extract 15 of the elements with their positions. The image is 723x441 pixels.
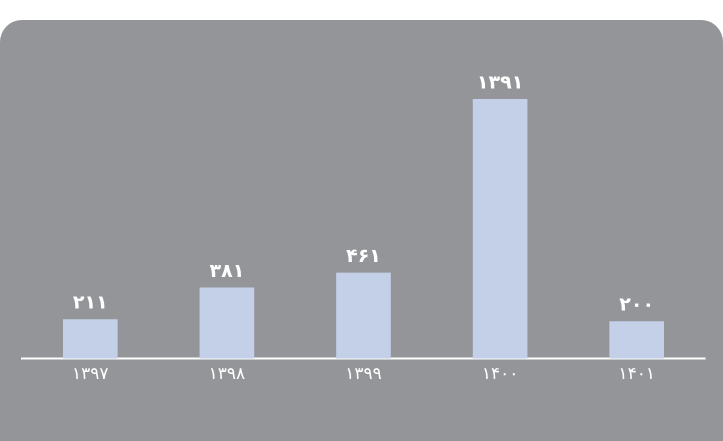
x-tick-label: ۱۴۰۱ — [618, 364, 655, 384]
data-label: ۳۸۱ — [210, 260, 244, 282]
bar — [200, 287, 254, 359]
bar — [472, 99, 528, 359]
x-tick-label: ۱۳۹۸ — [208, 364, 246, 384]
data-label: ۲۰۰ — [619, 294, 654, 316]
data-label: ۴۶۱ — [346, 245, 381, 268]
bar — [336, 272, 391, 359]
bar — [609, 321, 664, 359]
x-tick-label: ۱۳۹۷ — [72, 364, 109, 384]
bar — [62, 319, 118, 359]
x-tick-label: ۱۴۰۰ — [482, 364, 518, 384]
data-label: ۲۱۱ — [72, 292, 108, 314]
data-label: ۱۳۹۱ — [476, 71, 524, 94]
x-tick-label: ۱۳۹۹ — [345, 364, 382, 384]
